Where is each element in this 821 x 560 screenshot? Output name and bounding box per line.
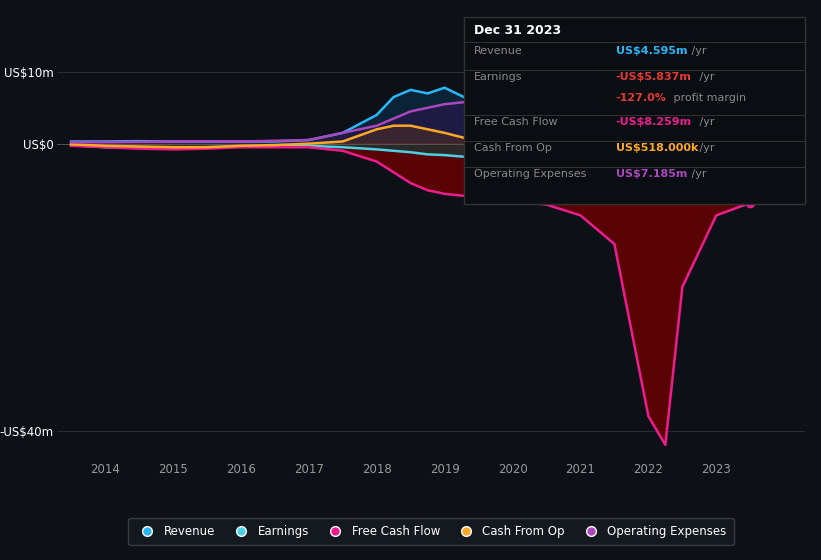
Point — [744, 106, 757, 115]
Text: -US$5.837m: -US$5.837m — [616, 72, 691, 82]
Text: /yr: /yr — [688, 46, 707, 56]
Text: Free Cash Flow: Free Cash Flow — [474, 118, 557, 127]
Text: Earnings: Earnings — [474, 72, 522, 82]
Point — [744, 198, 757, 207]
Text: /yr: /yr — [696, 118, 715, 127]
Text: -127.0%: -127.0% — [616, 92, 667, 102]
Text: Dec 31 2023: Dec 31 2023 — [474, 24, 561, 37]
Text: /yr: /yr — [688, 170, 707, 179]
Text: /yr: /yr — [696, 72, 715, 82]
Point — [744, 136, 757, 144]
Text: US$4.595m: US$4.595m — [616, 46, 687, 56]
Point — [744, 87, 757, 96]
Text: US$518.000k: US$518.000k — [616, 143, 698, 153]
Text: Cash From Op: Cash From Op — [474, 143, 552, 153]
Legend: Revenue, Earnings, Free Cash Flow, Cash From Op, Operating Expenses: Revenue, Earnings, Free Cash Flow, Cash … — [128, 518, 734, 545]
Text: -US$8.259m: -US$8.259m — [616, 118, 692, 127]
Point — [744, 181, 757, 190]
Text: Operating Expenses: Operating Expenses — [474, 170, 586, 179]
Text: Revenue: Revenue — [474, 46, 522, 56]
Text: US$7.185m: US$7.185m — [616, 170, 687, 179]
Text: /yr: /yr — [696, 143, 715, 153]
Text: profit margin: profit margin — [670, 92, 746, 102]
